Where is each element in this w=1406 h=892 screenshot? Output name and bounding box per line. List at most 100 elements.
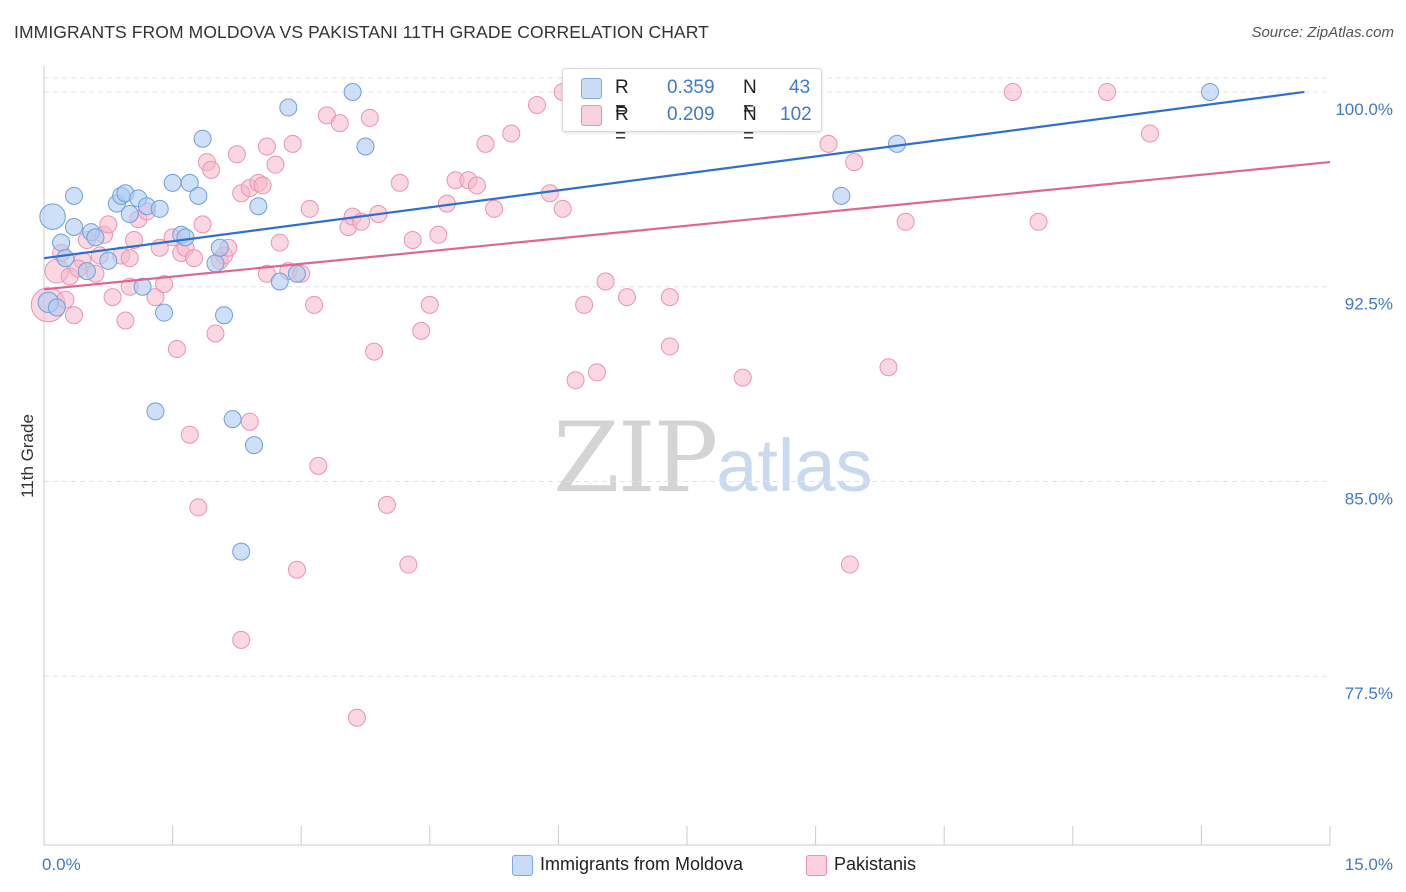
moldova-point xyxy=(279,98,298,117)
y-tick-label: 77.5% xyxy=(1345,684,1393,703)
watermark-atlas: atlas xyxy=(716,424,873,507)
pakistani-point xyxy=(596,272,615,291)
y-axis-title: 11th Grade xyxy=(18,414,37,498)
pakistani-point xyxy=(420,295,439,314)
moldova-point xyxy=(180,173,199,192)
pakistani-point xyxy=(146,288,165,307)
pakistani-point xyxy=(120,249,139,268)
pakistani-point xyxy=(575,295,594,314)
pakistani-point xyxy=(65,306,84,325)
pakistani-point xyxy=(300,199,319,218)
pakistani-point xyxy=(193,215,212,234)
pakistani-trend-line xyxy=(43,160,1331,291)
moldova-point xyxy=(223,410,242,429)
pakistani-point xyxy=(189,498,208,517)
moldova-point xyxy=(232,542,251,561)
moldova-point xyxy=(176,228,195,247)
pakistani-point xyxy=(253,176,272,195)
pakistani-point xyxy=(553,199,572,218)
pakistani-point xyxy=(125,230,144,249)
pakistani-point xyxy=(1098,82,1117,101)
pakistani-point xyxy=(103,288,122,307)
moldova-point xyxy=(39,203,66,230)
r-label: R = xyxy=(615,104,629,147)
pakistani-point xyxy=(527,95,546,114)
n-value: 102 xyxy=(780,104,812,125)
moldova-point xyxy=(356,137,375,156)
y-tick-label: 100.0% xyxy=(1335,100,1393,119)
axes xyxy=(43,66,1331,846)
chart-legend: Immigrants from Moldova Pakistanis xyxy=(0,850,1406,880)
grid-lines xyxy=(44,77,1330,677)
pakistani-point xyxy=(232,630,251,649)
moldova-point xyxy=(77,262,96,281)
pakistani-point xyxy=(429,225,448,244)
moldova-point xyxy=(245,436,264,455)
pakistani-point xyxy=(377,495,396,514)
pakistani-point xyxy=(309,456,328,475)
pakistani-point xyxy=(566,371,585,390)
pakistani-point xyxy=(240,412,259,431)
pakistani-legend-swatch xyxy=(806,855,827,876)
moldova-point xyxy=(163,173,182,192)
moldova-point xyxy=(193,129,212,148)
pakistani-point xyxy=(502,124,521,143)
chart-title: IMMIGRANTS FROM MOLDOVA VS PAKISTANI 11T… xyxy=(14,22,709,42)
moldova-legend-swatch xyxy=(512,855,533,876)
moldova-trend-line xyxy=(43,90,1305,260)
axis-labels: 11th Grade 77.5% 85.0% 92.5% 100.0% 0.0% 15.0… xyxy=(18,100,1393,874)
moldova-point xyxy=(56,249,75,268)
pakistani-point xyxy=(879,358,898,377)
pakistani-point xyxy=(845,153,864,172)
y-tick-label: 92.5% xyxy=(1345,295,1393,314)
moldova-points xyxy=(37,82,1219,561)
pakistani-point xyxy=(660,337,679,356)
pakistani-point xyxy=(360,108,379,127)
pakistani-point xyxy=(412,321,431,340)
pakistani-point xyxy=(840,555,859,574)
x-tick-label: 15.0% xyxy=(1345,855,1393,874)
moldova-point xyxy=(52,233,71,252)
r-value: 0.359 xyxy=(667,77,715,98)
x-tick-label: 0.0% xyxy=(42,855,81,874)
moldova-point xyxy=(155,303,174,322)
moldova-point xyxy=(343,82,362,101)
pakistani-point xyxy=(99,215,118,234)
moldova-point xyxy=(249,197,268,216)
moldova-point xyxy=(47,298,66,317)
n-label: N = xyxy=(743,104,757,147)
trend-lines xyxy=(43,90,1331,291)
pakistani-point xyxy=(202,160,221,179)
moldova-point xyxy=(1200,82,1219,101)
pakistani-point xyxy=(587,363,606,382)
moldova-point xyxy=(150,199,169,218)
y-tick-label: 85.0% xyxy=(1345,489,1393,508)
moldova-swatch xyxy=(581,78,602,99)
n-value: 43 xyxy=(789,77,811,98)
moldova-point xyxy=(99,251,118,270)
pakistani-point xyxy=(660,288,679,307)
pakistani-point xyxy=(819,134,838,153)
pakistani-point xyxy=(390,173,409,192)
pakistani-point xyxy=(403,230,422,249)
pakistani-point xyxy=(733,368,752,387)
pakistani-point xyxy=(287,560,306,579)
moldova-point xyxy=(65,217,84,236)
stats-legend-box: R = 0.359 N = 43 R = 0.209 N = 102 xyxy=(562,68,822,147)
pakistani-point xyxy=(185,249,204,268)
chart-source: Source: ZipAtlas.com xyxy=(1251,24,1394,41)
moldova-point xyxy=(210,238,229,257)
pakistani-point xyxy=(896,212,915,231)
r-value: 0.209 xyxy=(667,104,715,125)
legend-label: Immigrants from Moldova xyxy=(540,854,744,874)
r-label: R = xyxy=(615,77,629,120)
moldova-point xyxy=(65,186,84,205)
pakistani-point xyxy=(227,145,246,164)
pakistani-point xyxy=(155,275,174,294)
pakistani-point xyxy=(1140,124,1159,143)
pakistani-point xyxy=(180,425,199,444)
pakistani-point xyxy=(485,199,504,218)
pakistani-point xyxy=(476,134,495,153)
moldova-point xyxy=(120,205,139,224)
moldova-point xyxy=(86,228,105,247)
